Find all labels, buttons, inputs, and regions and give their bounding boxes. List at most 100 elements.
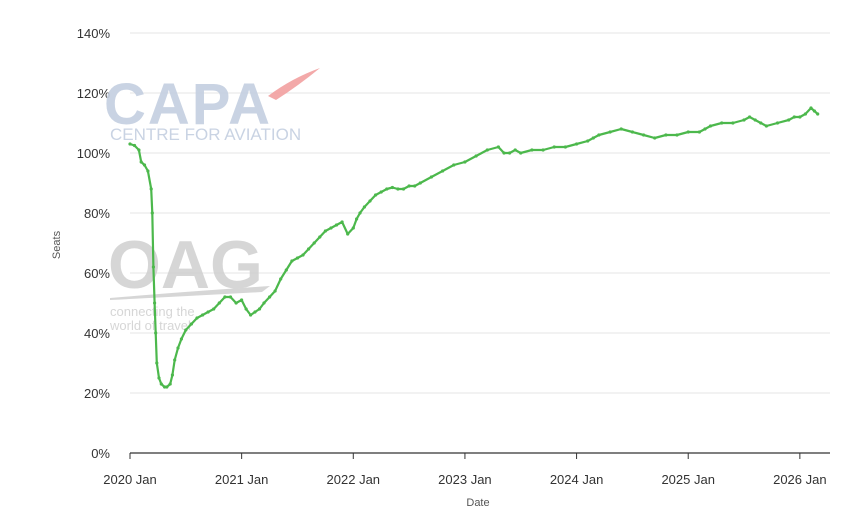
data-point (653, 136, 657, 140)
data-point (228, 295, 233, 299)
y-tick-label: 20% (84, 386, 110, 401)
y-tick-label: 120% (77, 86, 111, 101)
data-point (240, 298, 244, 302)
data-point (608, 130, 612, 134)
x-tick-label: 2021 Jan (215, 472, 269, 487)
data-point (413, 184, 417, 188)
data-point (792, 115, 796, 119)
data-point (798, 115, 802, 119)
data-point (720, 121, 724, 125)
data-point (803, 112, 808, 116)
data-point (284, 268, 288, 272)
data-point (318, 235, 322, 239)
data-point (385, 187, 389, 191)
oag-tagline-line1: connecting the (110, 304, 195, 319)
data-point (290, 259, 294, 263)
data-point (184, 328, 188, 332)
data-point (686, 130, 690, 134)
data-point (234, 301, 238, 305)
data-point (217, 301, 221, 305)
data-point (541, 148, 545, 152)
data-point (374, 193, 378, 197)
data-point (586, 139, 590, 143)
data-point (496, 145, 500, 149)
data-point (764, 124, 769, 128)
x-axis-ticks: 2020 Jan 2021 Jan 2022 Jan 2023 Jan 2024 Jan… (103, 453, 827, 487)
y-tick-label: 140% (77, 26, 111, 41)
y-tick-label: 40% (84, 326, 110, 341)
capa-logo-subtitle: CENTRE FOR AVIATION (110, 125, 301, 144)
data-point (530, 148, 534, 152)
data-point (358, 211, 362, 215)
data-point (390, 185, 394, 190)
data-point (351, 226, 355, 230)
data-point (179, 337, 183, 341)
data-point (502, 151, 506, 155)
data-point (508, 151, 512, 155)
capa-logo-name: CAPA (104, 72, 272, 137)
data-point (787, 118, 791, 122)
data-point (401, 187, 406, 191)
data-point (355, 217, 359, 221)
data-point (307, 247, 311, 251)
data-point (675, 133, 679, 137)
data-point (295, 256, 300, 260)
data-point (249, 313, 253, 317)
data-point (262, 301, 266, 305)
data-point (664, 133, 668, 137)
data-point (759, 121, 763, 125)
y-axis-ticks: 0% 20% 40% 60% 80% 100% 120% 140% (77, 26, 111, 461)
data-point (708, 124, 713, 128)
x-tick-label: 2022 Jan (327, 472, 381, 487)
data-point (563, 145, 568, 149)
data-point (176, 346, 180, 350)
data-point (312, 241, 316, 245)
data-point (334, 223, 339, 227)
y-tick-label: 100% (77, 146, 111, 161)
data-point (463, 160, 467, 164)
data-point (159, 382, 163, 386)
x-tick-label: 2024 Jan (550, 472, 604, 487)
data-point (697, 130, 702, 134)
oag-tagline-line2: world of travel (109, 318, 191, 333)
data-point (396, 187, 400, 191)
data-point (195, 316, 199, 320)
data-point (157, 376, 161, 380)
data-point (153, 301, 157, 305)
data-point (429, 175, 433, 179)
data-point (149, 187, 153, 191)
data-point (485, 148, 489, 152)
data-point (742, 118, 746, 122)
data-point (253, 310, 257, 314)
data-point (142, 163, 147, 167)
data-point (137, 148, 141, 152)
y-axis-title: Seats (51, 230, 63, 259)
data-point (368, 199, 372, 203)
data-point (279, 277, 283, 281)
data-point (346, 232, 350, 236)
y-tick-label: 80% (84, 206, 110, 221)
data-point (809, 106, 813, 110)
data-point (268, 295, 272, 299)
data-point (173, 358, 177, 362)
data-point (323, 229, 327, 233)
data-point (189, 322, 193, 326)
data-point (168, 382, 172, 386)
data-point (151, 265, 155, 269)
data-point (165, 385, 169, 389)
data-point (418, 181, 422, 185)
data-point (748, 115, 752, 119)
data-point (244, 307, 248, 311)
data-point (201, 313, 205, 317)
data-point (206, 310, 210, 314)
x-tick-label: 2025 Jan (661, 472, 715, 487)
series-points (128, 106, 820, 389)
data-point (212, 307, 216, 311)
oag-logo-watermark: OAG connecting the world of travel (108, 227, 270, 333)
plane-swoosh-icon (110, 286, 270, 300)
data-point (441, 169, 445, 173)
data-point (816, 112, 820, 116)
data-point (301, 253, 305, 257)
data-point (552, 145, 556, 149)
